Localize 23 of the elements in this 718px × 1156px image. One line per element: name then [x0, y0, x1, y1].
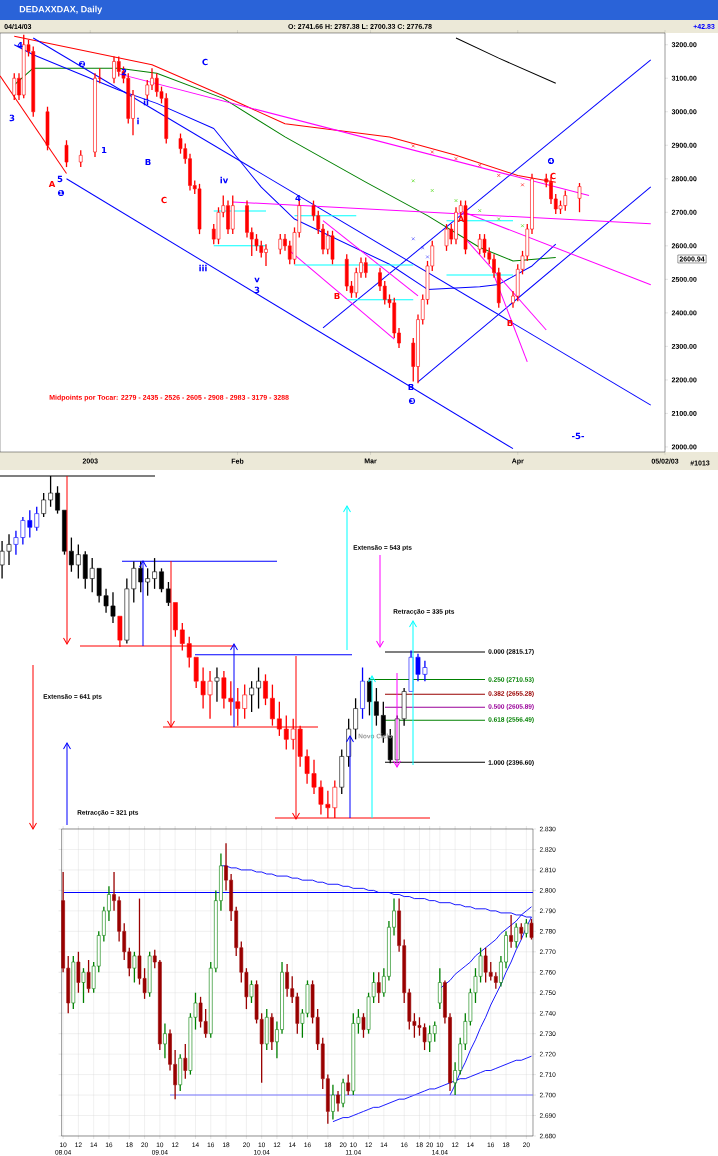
annotation: iii: [199, 264, 207, 272]
annotation: C: [161, 196, 167, 204]
annotation: ii: [143, 98, 149, 106]
annotation: -5-: [571, 432, 585, 440]
annotation: i: [137, 117, 139, 125]
annotation: 5: [57, 175, 63, 183]
annotation: ❸: [408, 397, 416, 405]
annotation: v: [254, 277, 260, 283]
annotation: B: [334, 292, 340, 300]
annotation: C: [202, 58, 208, 66]
annotation: B: [145, 158, 151, 166]
annotation: 3: [9, 114, 15, 122]
annotation: ❹: [547, 157, 555, 165]
chart-title: DEDAXXDAX, Daily: [19, 5, 103, 15]
annotation: C: [550, 172, 556, 180]
annotation: 1: [102, 146, 107, 154]
annotation: 4: [17, 41, 23, 49]
annotation: ❶: [57, 189, 65, 197]
annotation: 4: [295, 194, 301, 202]
annotation: iv: [220, 176, 229, 184]
annotation: A: [48, 180, 56, 188]
annotation: ❷: [78, 60, 86, 68]
annotation: 3: [254, 286, 260, 294]
